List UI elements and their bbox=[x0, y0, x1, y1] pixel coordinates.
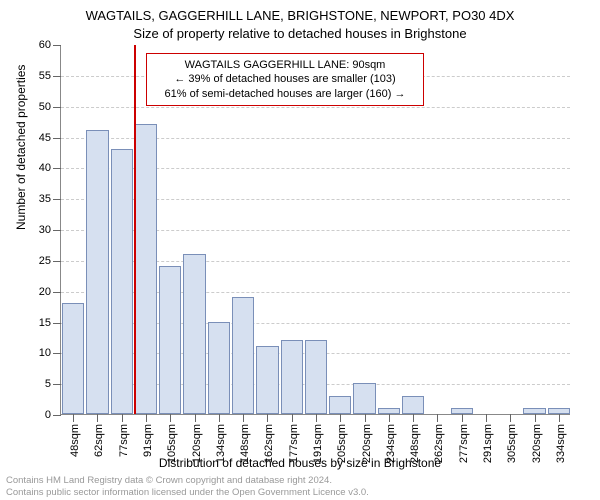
x-tick bbox=[365, 414, 366, 422]
x-tick bbox=[122, 414, 123, 422]
x-tick bbox=[170, 414, 171, 422]
bar bbox=[135, 124, 157, 414]
footer-line1: Contains HM Land Registry data © Crown c… bbox=[6, 475, 332, 486]
x-tick-label: 48sqm bbox=[69, 424, 81, 457]
annotation-line2: ← 39% of detached houses are smaller (10… bbox=[153, 72, 417, 86]
x-tick bbox=[73, 414, 74, 422]
y-tick bbox=[53, 292, 61, 293]
bar bbox=[183, 254, 205, 414]
y-tick bbox=[53, 199, 61, 200]
bar bbox=[159, 266, 181, 414]
x-tick-label: 62sqm bbox=[93, 424, 105, 457]
footer-line2: Contains public sector information licen… bbox=[6, 487, 369, 498]
bar bbox=[86, 130, 108, 414]
y-tick-label: 45 bbox=[39, 132, 51, 144]
y-tick-label: 20 bbox=[39, 286, 51, 298]
x-tick bbox=[316, 414, 317, 422]
plot-area: 05101520253035404550556048sqm62sqm77sqm9… bbox=[60, 45, 570, 415]
bar bbox=[208, 322, 230, 415]
y-tick bbox=[53, 168, 61, 169]
x-tick bbox=[535, 414, 536, 422]
chart-title-line1: WAGTAILS, GAGGERHILL LANE, BRIGHSTONE, N… bbox=[0, 8, 600, 23]
x-tick-label: 91sqm bbox=[142, 424, 154, 457]
x-tick bbox=[146, 414, 147, 422]
bar bbox=[111, 149, 133, 414]
x-tick bbox=[389, 414, 390, 422]
x-tick bbox=[437, 414, 438, 422]
y-tick-label: 15 bbox=[39, 317, 51, 329]
bar bbox=[256, 346, 278, 414]
y-tick bbox=[53, 76, 61, 77]
x-tick bbox=[462, 414, 463, 422]
y-tick-label: 0 bbox=[45, 409, 51, 421]
annotation-box: WAGTAILS GAGGERHILL LANE: 90sqm ← 39% of… bbox=[146, 53, 424, 106]
bar bbox=[281, 340, 303, 414]
x-tick bbox=[292, 414, 293, 422]
x-tick bbox=[559, 414, 560, 422]
y-tick bbox=[53, 323, 61, 324]
y-tick bbox=[53, 230, 61, 231]
y-tick-label: 25 bbox=[39, 255, 51, 267]
bar bbox=[402, 396, 424, 415]
y-tick bbox=[53, 138, 61, 139]
y-tick bbox=[53, 353, 61, 354]
bar bbox=[329, 396, 351, 415]
bar bbox=[353, 383, 375, 414]
x-tick bbox=[243, 414, 244, 422]
y-tick bbox=[53, 415, 61, 416]
y-tick-label: 30 bbox=[39, 224, 51, 236]
gridline bbox=[61, 107, 570, 108]
y-tick-label: 50 bbox=[39, 101, 51, 113]
x-tick bbox=[340, 414, 341, 422]
x-tick bbox=[195, 414, 196, 422]
x-tick bbox=[219, 414, 220, 422]
x-tick-label: 77sqm bbox=[118, 424, 130, 457]
y-tick-label: 5 bbox=[45, 378, 51, 390]
annotation-line3: 61% of semi-detached houses are larger (… bbox=[153, 87, 417, 101]
y-tick-label: 35 bbox=[39, 193, 51, 205]
x-tick bbox=[97, 414, 98, 422]
histogram-chart: WAGTAILS, GAGGERHILL LANE, BRIGHSTONE, N… bbox=[0, 0, 600, 500]
bar bbox=[305, 340, 327, 414]
y-tick-label: 60 bbox=[39, 39, 51, 51]
y-tick-label: 40 bbox=[39, 162, 51, 174]
x-axis-label: Distribution of detached houses by size … bbox=[0, 456, 600, 470]
x-tick bbox=[267, 414, 268, 422]
y-tick-label: 55 bbox=[39, 70, 51, 82]
y-tick-label: 10 bbox=[39, 347, 51, 359]
y-axis-label: Number of detached properties bbox=[14, 65, 28, 230]
y-tick bbox=[53, 45, 61, 46]
bar bbox=[232, 297, 254, 414]
annotation-line1: WAGTAILS GAGGERHILL LANE: 90sqm bbox=[153, 58, 417, 72]
x-tick bbox=[413, 414, 414, 422]
x-tick bbox=[510, 414, 511, 422]
reference-line bbox=[134, 45, 136, 414]
x-tick bbox=[486, 414, 487, 422]
chart-title-line2: Size of property relative to detached ho… bbox=[0, 26, 600, 41]
y-tick bbox=[53, 384, 61, 385]
y-tick bbox=[53, 261, 61, 262]
y-tick bbox=[53, 107, 61, 108]
bar bbox=[62, 303, 84, 414]
